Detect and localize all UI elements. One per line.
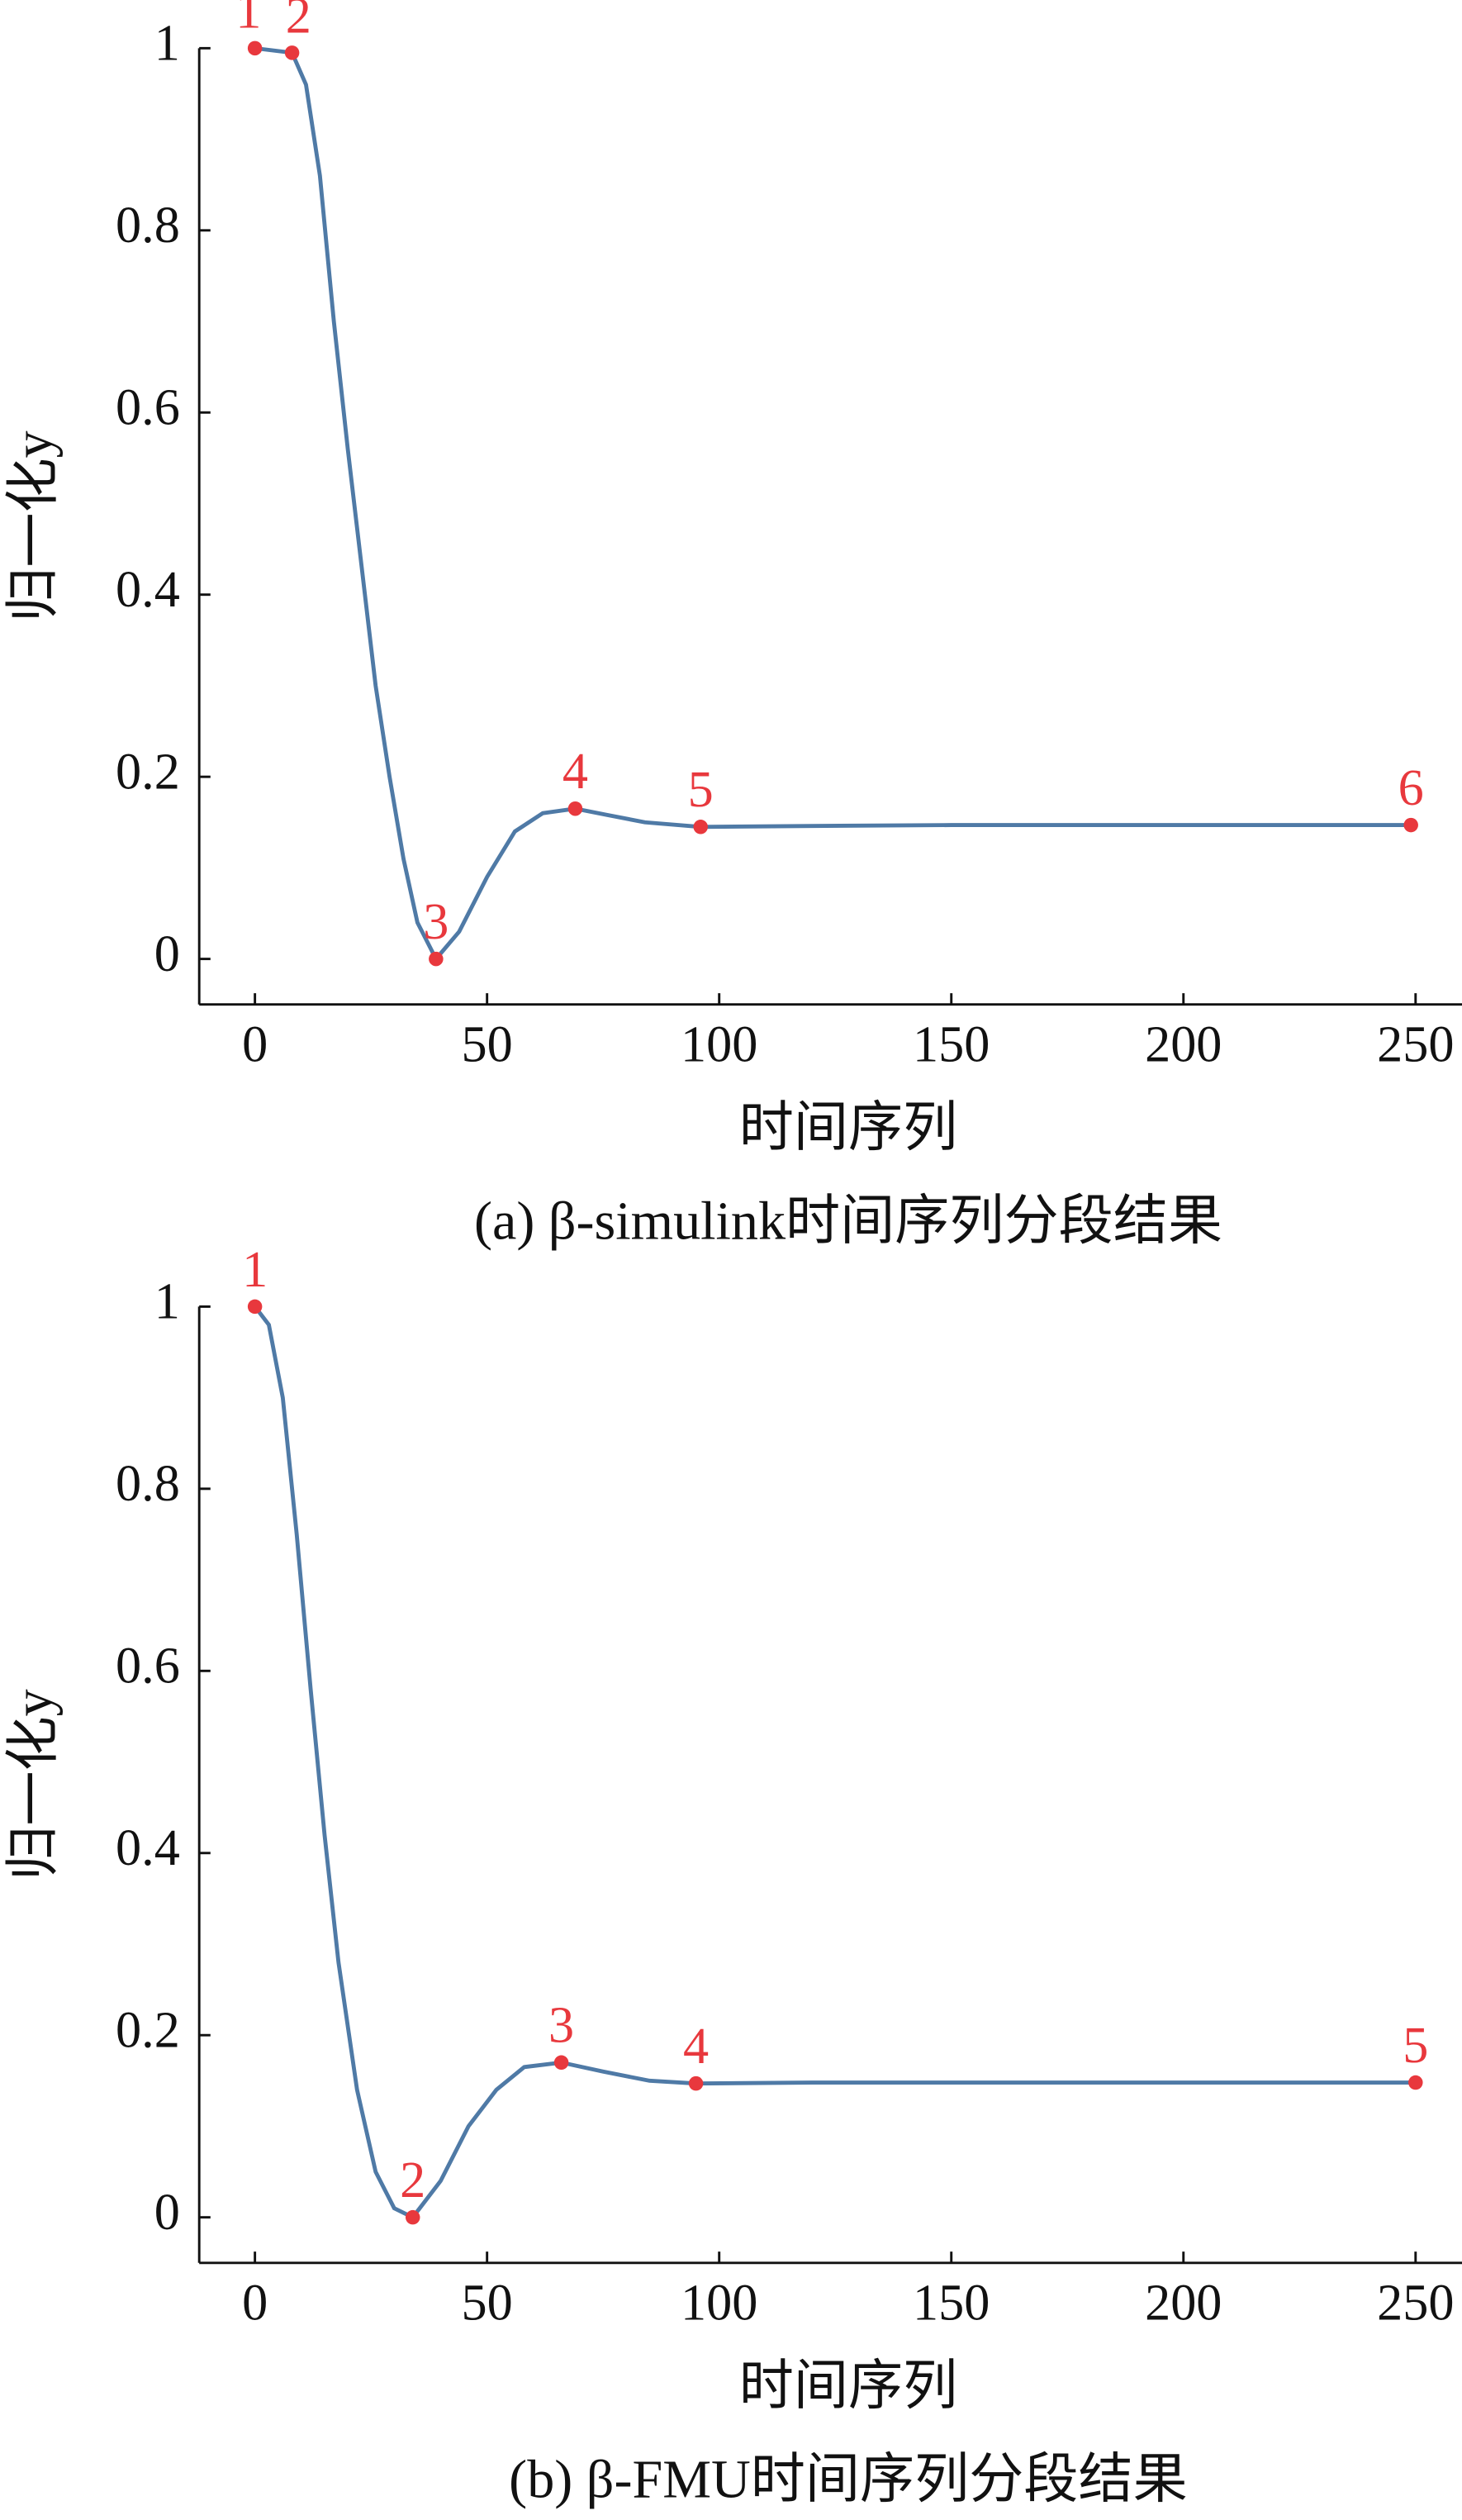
data-line: [254, 45, 1412, 963]
segment-point: [693, 820, 708, 834]
x-tick-label: 150: [913, 1016, 990, 1072]
segment-point: [284, 45, 300, 60]
point-label: 1: [235, 0, 261, 40]
caption: (b) β-FMU时间序列分段结果: [509, 2449, 1188, 2509]
segment-point: [553, 2055, 569, 2071]
y-tick-label: 0: [154, 926, 180, 982]
y-tick-label: 1: [154, 16, 180, 72]
y-tick-label: 0.2: [116, 744, 180, 800]
x-tick-label: 0: [242, 1016, 268, 1072]
point-label: 4: [562, 744, 588, 800]
segment-point: [247, 1299, 263, 1315]
y-tick-label: 0.8: [116, 197, 180, 254]
y-axis-label: 归一化y: [3, 430, 64, 621]
x-tick-label: 0: [242, 2275, 268, 2332]
x-tick-label: 250: [1377, 1016, 1454, 1072]
data-line: [253, 1305, 1416, 2220]
y-tick-label: 0.8: [116, 1456, 180, 1512]
x-tick-label: 200: [1145, 1016, 1222, 1072]
y-tick-label: 0.4: [116, 1820, 180, 1876]
x-tick-label: 200: [1145, 2275, 1222, 2332]
x-tick-label: 150: [913, 2275, 990, 2332]
segment-point: [1403, 817, 1418, 833]
segment-point: [429, 951, 444, 967]
y-tick-label: 0: [154, 2185, 180, 2241]
x-axis-label: 时间序列: [739, 2356, 957, 2417]
y-tick-label: 0.6: [116, 380, 180, 436]
y-tick-label: 0.6: [116, 1638, 180, 1695]
x-axis-label: 时间序列: [739, 1098, 957, 1158]
y-axis-label: 归一化y: [3, 1689, 64, 1880]
point-label: 2: [400, 2152, 425, 2209]
point-label: 4: [683, 2018, 709, 2075]
x-tick-label: 50: [462, 2275, 513, 2332]
point-label: 2: [286, 0, 311, 44]
y-tick-label: 0.4: [116, 562, 180, 618]
x-tick-label: 100: [681, 2275, 757, 2332]
point-label: 1: [242, 1242, 268, 1298]
segment-point: [567, 801, 583, 816]
segment-point: [405, 2209, 420, 2225]
segment-point: [688, 2075, 704, 2091]
x-tick-label: 250: [1377, 2275, 1454, 2332]
y-tick-label: 0.2: [116, 2002, 180, 2058]
segment-point: [247, 40, 263, 56]
segment-point: [1408, 2075, 1423, 2090]
x-tick-label: 50: [462, 1016, 513, 1072]
point-label: 5: [1403, 2018, 1428, 2074]
y-tick-label: 1: [154, 1274, 180, 1330]
x-tick-label: 100: [681, 1016, 757, 1072]
point-label: 3: [423, 894, 449, 950]
caption: (a) β-simulink时间序列分段结果: [474, 1191, 1222, 1251]
point-label: 6: [1398, 760, 1424, 816]
point-label: 3: [548, 1998, 574, 2054]
point-label: 5: [688, 762, 714, 818]
